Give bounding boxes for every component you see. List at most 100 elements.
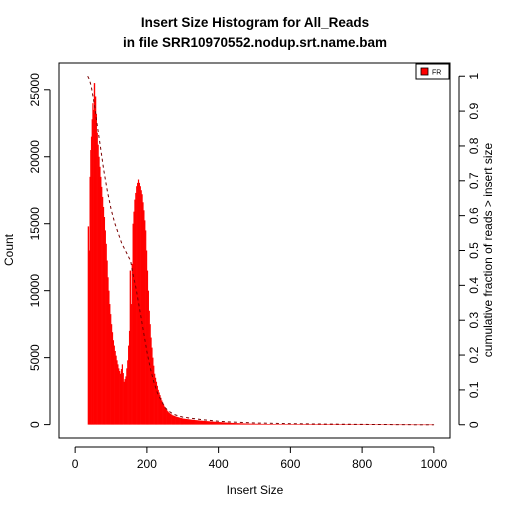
histogram-bar xyxy=(149,324,151,425)
histogram-bar xyxy=(311,424,313,425)
histogram-bar xyxy=(309,424,311,425)
histogram-bar xyxy=(193,419,195,425)
y-tick-label: 20000 xyxy=(28,140,42,174)
histogram-bar xyxy=(165,409,167,425)
histogram-bar xyxy=(274,424,276,425)
histogram-bar xyxy=(404,424,407,426)
histogram-bar xyxy=(104,230,106,425)
histogram-bar xyxy=(188,419,191,425)
histogram-bar xyxy=(395,424,397,426)
histogram-bar xyxy=(182,418,185,425)
y2-axis: 0 0.1 0.2 0.3 0.4 0.5 0.6 0.7 0.8 0.9 1 xyxy=(458,73,481,428)
legend-label: FR xyxy=(432,70,441,77)
histogram-bar xyxy=(244,423,246,425)
histogram-bar xyxy=(119,373,122,425)
histogram-bar xyxy=(282,424,284,425)
histogram-bar xyxy=(155,381,158,425)
histogram-bar xyxy=(273,424,275,425)
histogram-bar xyxy=(135,192,137,425)
histogram-bar xyxy=(331,424,333,425)
histogram-bar xyxy=(252,423,254,425)
histogram-bar xyxy=(365,424,367,425)
histogram-bar xyxy=(145,230,147,425)
histogram-bar xyxy=(106,260,108,425)
histogram-bar xyxy=(286,424,288,425)
histogram-bar xyxy=(129,270,132,425)
histogram-bar xyxy=(219,422,221,425)
histogram-bar xyxy=(196,420,198,425)
histogram-bar xyxy=(320,424,322,425)
histogram-bar xyxy=(203,420,205,425)
cumulative-line xyxy=(87,75,434,426)
histogram-bar xyxy=(305,424,307,425)
histogram-bar xyxy=(289,424,291,425)
histogram-bar xyxy=(338,424,340,425)
histogram-bar xyxy=(90,150,92,425)
legend: FR xyxy=(415,63,450,80)
histogram-bar xyxy=(98,156,100,425)
y2-tick-label: 0.2 xyxy=(467,346,481,363)
histogram-bar xyxy=(105,243,107,425)
histogram-bar xyxy=(399,424,402,426)
histogram-bar xyxy=(90,136,92,425)
x-tick-label: 0 xyxy=(72,457,79,471)
histogram-bar xyxy=(126,368,128,425)
histogram-bar xyxy=(328,424,330,425)
histogram-bar xyxy=(254,423,256,425)
histogram-bar xyxy=(176,416,178,425)
histogram-bar xyxy=(93,109,95,425)
histogram-bar xyxy=(229,422,232,425)
histogram-bar xyxy=(115,355,117,425)
histogram-bar xyxy=(161,400,163,425)
histogram-bar xyxy=(329,424,331,425)
x-axis-label: Insert Size xyxy=(227,483,284,497)
histogram-bar xyxy=(154,377,157,425)
histogram-bar xyxy=(141,194,143,425)
histogram-bar xyxy=(317,424,319,425)
chart-title-line-1: Insert Size Histogram for All_Reads xyxy=(141,15,369,30)
histogram-bar xyxy=(91,119,93,425)
histogram-bar xyxy=(243,423,245,425)
histogram-bar xyxy=(150,337,152,425)
histogram-bar xyxy=(89,176,91,425)
x-tick-label: 200 xyxy=(137,457,157,471)
histogram-bar xyxy=(221,422,224,425)
histogram-bar xyxy=(112,340,115,425)
histogram-bar xyxy=(249,423,251,425)
histogram-bar xyxy=(172,415,175,425)
y2-tick-label: 1 xyxy=(467,73,481,80)
histogram-bar xyxy=(275,424,277,425)
histogram-bar xyxy=(102,206,105,425)
histogram-bar xyxy=(247,423,249,425)
histogram-bar xyxy=(330,424,332,425)
histogram-bar xyxy=(248,423,250,425)
histogram-bar xyxy=(292,424,294,425)
histogram-bar xyxy=(151,347,153,425)
histogram-bar xyxy=(96,132,98,425)
histogram-bar xyxy=(162,402,164,425)
histogram-bar xyxy=(364,424,366,425)
histogram-bar xyxy=(116,360,118,425)
cumulative-series-line xyxy=(87,75,434,426)
histogram-bar xyxy=(100,176,102,425)
histogram-bar xyxy=(190,419,193,425)
histogram-bar xyxy=(180,417,182,425)
y-tick-label: 5000 xyxy=(28,344,42,371)
x-tick-label: 800 xyxy=(352,457,372,471)
histogram-bar xyxy=(128,330,130,425)
histogram-bar xyxy=(400,424,403,426)
y-tick-label: 10000 xyxy=(28,274,42,308)
histogram-bar xyxy=(297,424,299,425)
histogram-bar xyxy=(302,424,304,425)
histogram-bar xyxy=(173,415,175,425)
histogram-bar xyxy=(99,166,101,425)
histogram-bar xyxy=(267,424,269,425)
histogram-bar xyxy=(352,424,354,425)
histogram-bar xyxy=(235,423,237,425)
histogram-bar xyxy=(134,199,136,425)
histogram-bar xyxy=(171,414,173,425)
histogram-bar xyxy=(394,424,396,426)
histogram-bar xyxy=(111,324,113,425)
y2-tick-label: 0.5 xyxy=(467,242,481,259)
